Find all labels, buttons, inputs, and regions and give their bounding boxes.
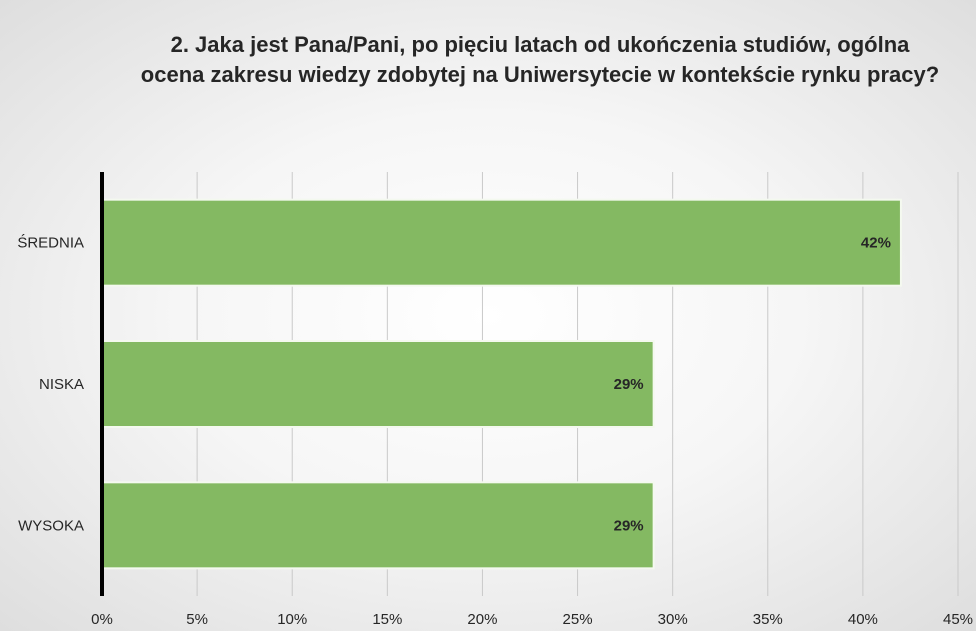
category-label: ŚREDNIA bbox=[17, 234, 84, 252]
chart-title: 2. Jaka jest Pana/Pani, po pięciu latach… bbox=[140, 32, 940, 87]
bars bbox=[101, 198, 902, 570]
data-label: 29% bbox=[614, 376, 644, 393]
x-tick-label: 5% bbox=[186, 611, 208, 628]
x-tick-label: 45% bbox=[943, 611, 973, 628]
data-label: 42% bbox=[861, 235, 891, 252]
bar bbox=[101, 340, 655, 428]
x-tick-label: 30% bbox=[658, 611, 688, 628]
category-label: NISKA bbox=[39, 376, 84, 393]
data-label: 29% bbox=[614, 517, 644, 534]
bar bbox=[101, 198, 902, 287]
x-tick-label: 35% bbox=[753, 611, 783, 628]
x-tick-label: 15% bbox=[372, 611, 402, 628]
x-tick-label: 0% bbox=[91, 611, 113, 628]
x-tick-label: 10% bbox=[277, 611, 307, 628]
category-label: WYSOKA bbox=[18, 517, 84, 534]
labels: 0% 5% 10% 15% 20% 25% 30% 35% 40% 45% ŚREDNIA 42% NI… bbox=[17, 234, 973, 628]
x-tick-label: 20% bbox=[467, 611, 497, 628]
x-tick-label: 40% bbox=[848, 611, 878, 628]
bar bbox=[101, 481, 655, 570]
x-tick-label: 25% bbox=[563, 611, 593, 628]
